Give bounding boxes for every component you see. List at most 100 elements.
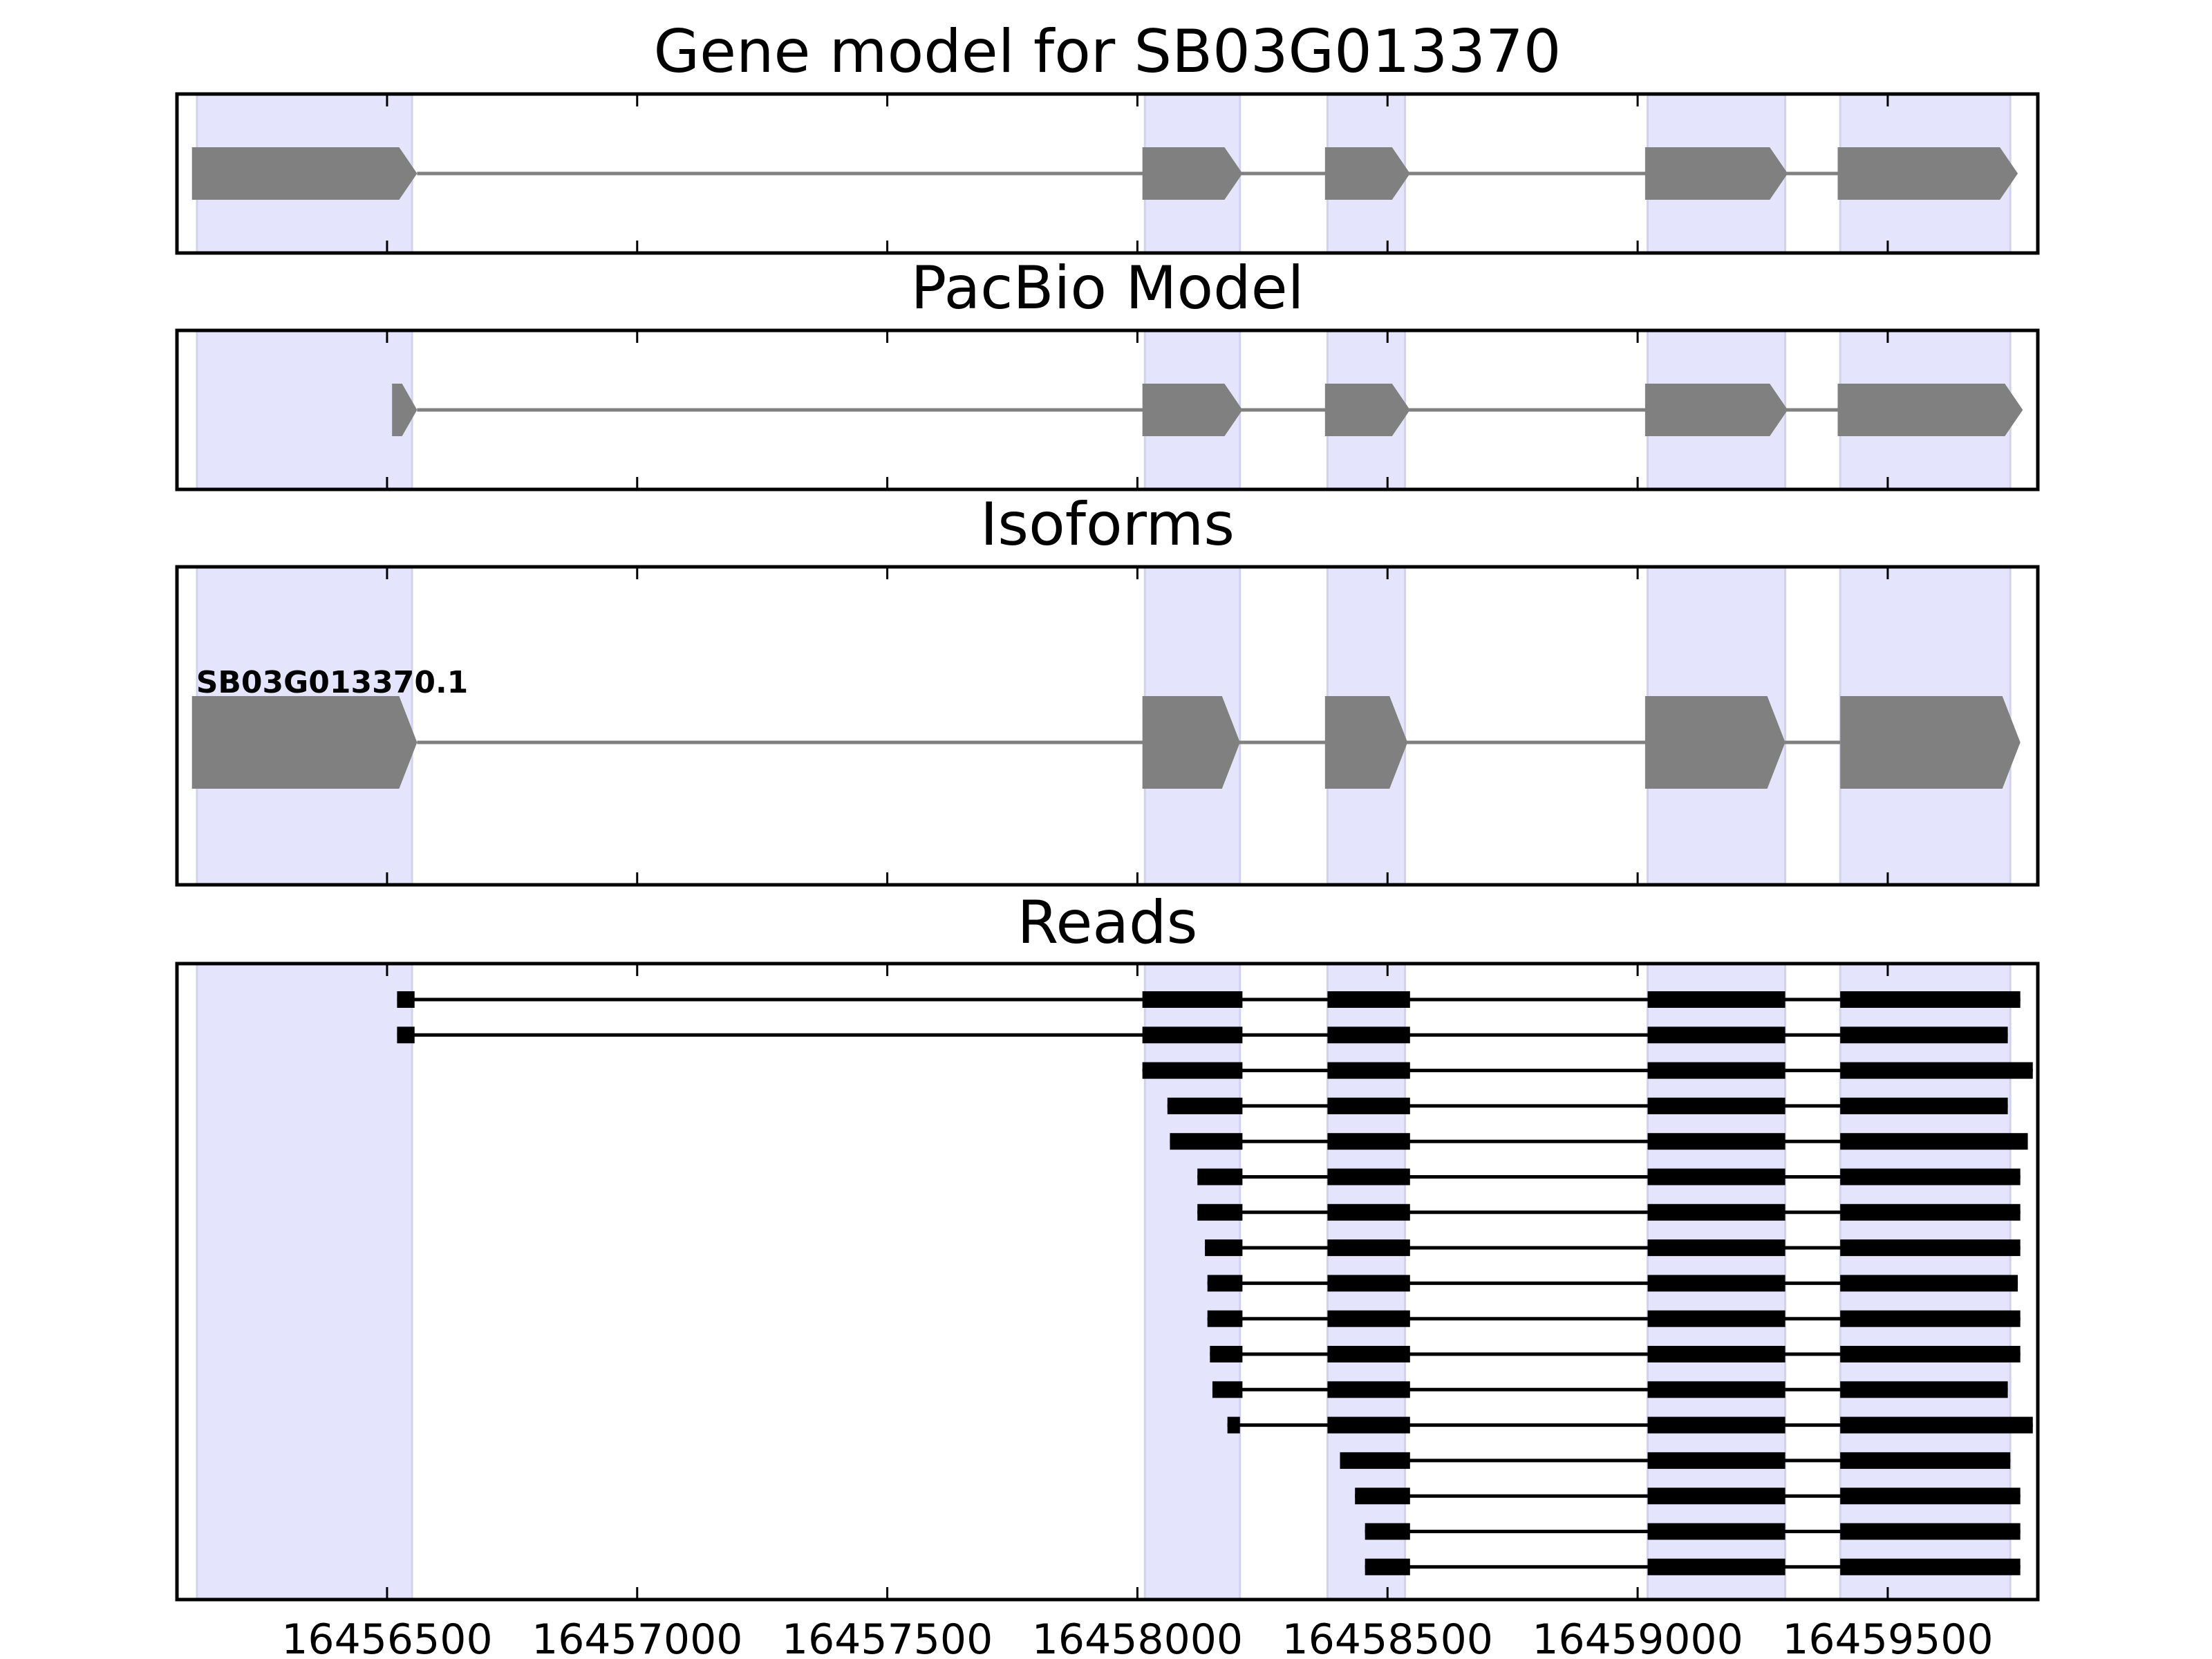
read-block [1840,1239,2021,1257]
read-block [1840,1097,2008,1114]
read-block [1840,1275,2018,1292]
x-tick-label: 16457000 [532,1615,742,1659]
tick-marks [386,94,1889,253]
tick-marks [386,567,1889,885]
read [1340,1452,2011,1469]
read-block [1327,1310,1410,1327]
read [1170,1133,2028,1150]
read-block [1840,1203,2021,1221]
pacbio-model-title: PacBio Model [910,254,1304,323]
isoforms-track: SB03G013370.1 [191,665,2021,789]
gene-model-track [191,147,2018,200]
exon-arrow [1644,384,1788,436]
exon-arrow [1142,147,1243,200]
read [1207,1275,2018,1292]
x-tick-label: 16459000 [1532,1615,1743,1659]
exon-arrow [1837,147,2018,200]
read [1212,1381,2008,1398]
highlight-region [196,329,413,491]
read-block [1647,1027,1785,1044]
panel-frame [175,328,2040,491]
x-tick-label: 16459500 [1782,1615,1993,1659]
highlight-region [196,962,413,1601]
isoform-label: SB03G013370.1 [196,665,469,700]
read-block [1327,1239,1410,1257]
reads-title: Reads [1018,888,1198,957]
read-block [1840,1168,2021,1185]
read-block [1647,1275,1785,1292]
reads-panel: Reads [175,888,2040,1602]
tick-marks [386,330,1889,489]
read-block [1365,1558,1410,1575]
read-block [1142,991,1243,1008]
x-axis-tick-labels: 16456500 16457000 16457500 16458000 16458500… [281,1615,1993,1659]
x-tick-label: 16458500 [1282,1615,1493,1659]
gene-model-title: Gene model for SB03G013370 [654,17,1562,86]
isoform-exon [191,696,418,789]
read-block [1647,1416,1785,1434]
tick-marks [386,964,1889,1600]
read [1227,1416,2033,1434]
read-block [1197,1168,1243,1185]
read-block [1647,1523,1785,1540]
read-block [1207,1310,1243,1327]
x-tick-label: 16458000 [1032,1615,1243,1659]
read [1210,1346,2021,1362]
read-block [1840,1310,2021,1327]
exon-arrow [1837,384,2023,436]
read [1197,1168,2021,1185]
read-block [1647,1558,1785,1575]
exon-arrow [1644,147,1788,200]
read-block [397,1027,415,1044]
read-block [397,991,415,1008]
reads-track [397,991,2033,1575]
x-tick-label: 16456500 [281,1615,492,1659]
read-block [1327,1381,1410,1398]
read [1207,1310,2021,1327]
read [397,991,2021,1008]
read-block [1170,1133,1243,1150]
exon-arrow [191,147,418,200]
read-block [1142,1027,1243,1044]
isoform-exon [1840,696,2021,789]
read [1355,1488,2021,1505]
pacbio-model-panel: PacBio Model [175,254,2040,491]
read-block [1840,1133,2028,1150]
read [1205,1239,2021,1257]
read-block [1647,991,1785,1008]
read-block [1840,1416,2033,1434]
read-block [1840,1558,2021,1575]
read-block [1647,1097,1785,1114]
read-block [1840,991,2021,1008]
read-block [1327,991,1410,1008]
read-block [1647,1062,1785,1079]
exon-arrow [1324,147,1410,200]
read-block [1327,1203,1410,1221]
read-block [1327,1097,1410,1114]
read-block [1647,1488,1785,1505]
read-block [1365,1523,1410,1540]
read-block [1647,1452,1785,1469]
gene-model-panel: Gene model for SB03G013370 [175,17,2040,255]
read-block [1327,1027,1410,1044]
exon-arrow [1142,384,1243,436]
read [1365,1558,2021,1575]
read-block [1840,1027,2008,1044]
read-block [1840,1381,2008,1398]
read-block [1142,1062,1243,1079]
read-block [1210,1346,1243,1362]
isoforms-panel: Isoforms SB03G013370.1 [175,490,2040,887]
read-block [1212,1381,1243,1398]
read [1365,1523,2021,1540]
read-block [1840,1488,2021,1505]
exon-arrow [392,384,418,436]
exon-arrow [1324,384,1410,436]
read-block [1327,1416,1410,1434]
read-block [1647,1381,1785,1398]
read-block [1355,1488,1410,1505]
pacbio-model-track [392,384,2023,436]
read-block [1227,1416,1240,1434]
panel-frame [175,565,2040,887]
isoforms-title: Isoforms [980,490,1235,559]
